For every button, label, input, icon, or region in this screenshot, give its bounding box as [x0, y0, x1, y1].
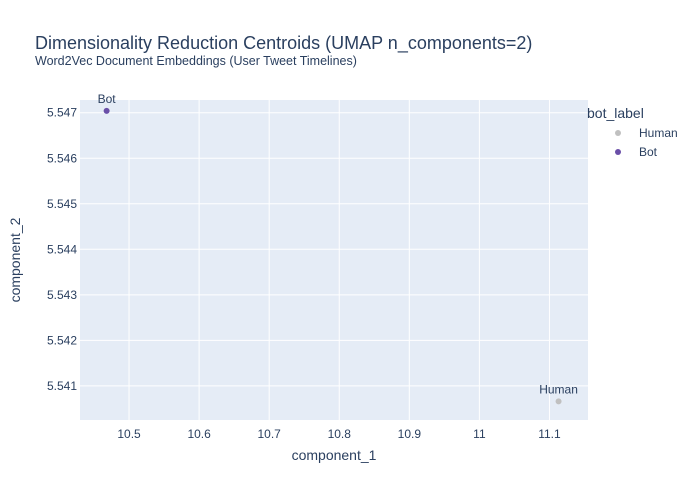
point-human[interactable]	[555, 398, 562, 405]
x-tick-label: 10.5	[117, 427, 141, 441]
x-tick-label: 10.6	[187, 427, 211, 441]
y-tick-label: 5.547	[47, 106, 77, 120]
chart-subtitle: Word2Vec Document Embeddings (User Tweet…	[35, 54, 357, 68]
legend-marker	[615, 130, 621, 136]
x-axis-title: component_1	[292, 447, 377, 463]
x-tick-label: 10.8	[328, 427, 352, 441]
point-bot[interactable]	[103, 107, 110, 114]
x-tick-label: 11	[473, 427, 486, 441]
y-tick-label: 5.542	[47, 333, 77, 347]
point-label-human: Human	[539, 382, 578, 396]
y-axis: 5.541 5.542 5.543 5.544 5.545 5.546 5.547	[47, 106, 77, 393]
y-tick-label: 5.546	[47, 151, 77, 165]
y-axis-title: component_2	[7, 217, 23, 302]
legend-label: Human	[639, 126, 678, 140]
data-points: Human Bot	[98, 92, 578, 405]
x-tick-label: 11.1	[538, 427, 561, 441]
y-tick-label: 5.543	[47, 288, 77, 302]
legend-marker	[615, 149, 621, 155]
y-tick-label: 5.545	[47, 197, 77, 211]
grid-lines	[80, 100, 588, 420]
point-label-bot: Bot	[98, 92, 117, 106]
x-tick-label: 10.7	[258, 427, 282, 441]
y-tick-label: 5.541	[47, 379, 77, 393]
legend-item-bot[interactable]: Bot	[615, 145, 658, 159]
chart-title: Dimensionality Reduction Centroids (UMAP…	[35, 33, 533, 53]
plot-area	[80, 100, 588, 420]
legend-item-human[interactable]: Human	[615, 126, 678, 140]
y-tick-label: 5.544	[47, 242, 77, 256]
legend[interactable]: bot_label Human Bot	[587, 105, 678, 159]
x-axis: 10.5 10.6 10.7 10.8 10.9 11 11.1	[117, 427, 561, 441]
legend-label: Bot	[639, 145, 658, 159]
x-tick-label: 10.9	[398, 427, 422, 441]
legend-title: bot_label	[587, 105, 644, 121]
